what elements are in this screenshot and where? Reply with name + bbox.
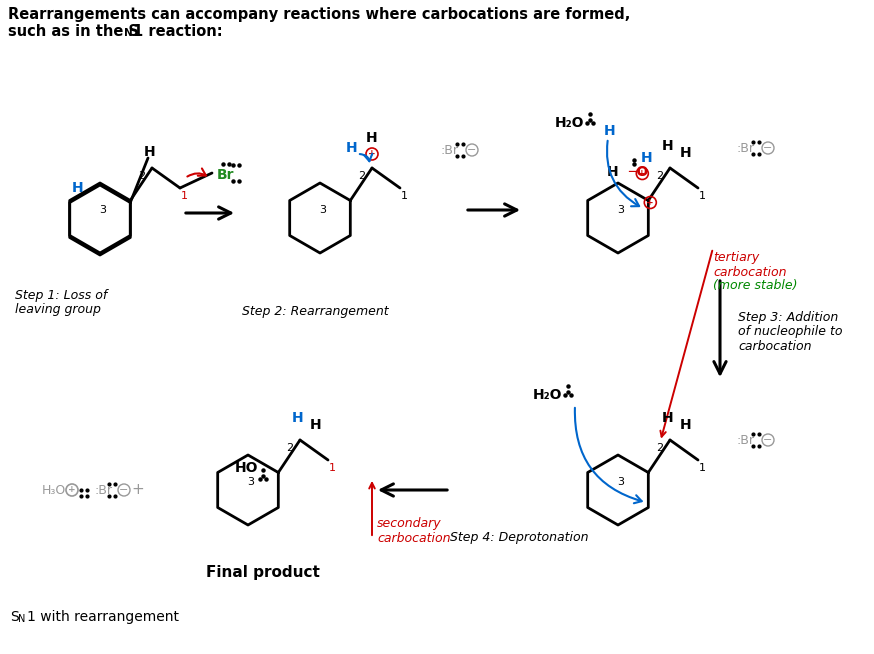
Text: N: N [124,28,133,38]
Text: +: + [68,485,76,494]
Text: 1: 1 [400,191,407,201]
Text: 2: 2 [358,171,365,181]
Text: H: H [680,146,692,160]
Text: −: − [763,143,773,153]
Text: 3: 3 [618,477,625,487]
Text: leaving group: leaving group [15,303,101,317]
Text: :Br: :Br [736,434,754,447]
Text: :Br: :Br [95,483,113,496]
Text: of nucleophile to: of nucleophile to [738,326,843,339]
Text: 1: 1 [181,191,188,201]
Text: 1: 1 [698,463,705,473]
Text: H₃O: H₃O [42,483,66,496]
Text: H: H [292,411,304,425]
Text: HO: HO [234,462,258,475]
Text: 3: 3 [618,205,625,215]
Text: H₂O: H₂O [533,388,563,402]
Text: such as in the S: such as in the S [8,24,139,39]
Text: H₂O: H₂O [555,116,585,130]
Text: −: − [763,435,773,445]
Text: 1 reaction:: 1 reaction: [133,24,223,39]
Text: 1: 1 [329,463,336,473]
Text: +: + [132,483,144,498]
Text: H: H [641,150,652,165]
Text: +: + [639,169,646,178]
Text: 1 with rearrangement: 1 with rearrangement [27,610,179,624]
Text: H: H [144,145,156,159]
Text: 2: 2 [287,443,294,453]
FancyArrowPatch shape [360,154,372,162]
Text: Step 2: Rearrangement: Step 2: Rearrangement [242,305,389,318]
Text: H: H [310,418,322,432]
Text: H: H [662,411,674,425]
Text: 2: 2 [656,443,663,453]
Text: Rearrangements can accompany reactions where carbocations are formed,: Rearrangements can accompany reactions w… [8,7,630,22]
FancyArrowPatch shape [187,169,206,177]
Text: Br: Br [218,168,235,182]
Text: carbocation: carbocation [738,339,811,353]
Text: ─O: ─O [628,165,649,179]
Text: carbocation: carbocation [713,266,787,279]
Text: H: H [662,139,674,153]
Text: Step 1: Loss of: Step 1: Loss of [15,288,108,301]
Text: 1: 1 [698,191,705,201]
Text: 2: 2 [656,171,663,181]
Text: :Br: :Br [440,143,458,156]
Text: Step 3: Addition: Step 3: Addition [738,311,838,324]
Text: carbocation: carbocation [377,532,450,545]
Text: −: − [468,145,476,155]
Text: H: H [366,131,378,145]
FancyArrowPatch shape [607,141,639,206]
Text: H: H [604,124,616,138]
Text: S: S [10,610,18,624]
Text: Final product: Final product [206,564,320,579]
Text: H: H [680,418,692,432]
Text: +: + [647,198,654,207]
Text: H: H [73,181,84,195]
Text: secondary: secondary [377,517,441,530]
Text: H: H [607,165,618,179]
FancyArrowPatch shape [575,408,642,503]
Text: 3: 3 [100,205,107,215]
Text: H: H [346,141,357,155]
Text: −: − [120,485,128,495]
Text: Step 4: Deprotonation: Step 4: Deprotonation [450,532,588,545]
Text: N: N [18,614,25,624]
Text: 2: 2 [138,171,146,181]
Text: tertiary: tertiary [713,252,760,264]
Text: 3: 3 [247,477,254,487]
Text: (more stable): (more stable) [713,279,797,292]
Text: :Br: :Br [736,141,754,154]
Text: 3: 3 [320,205,327,215]
Text: +: + [368,150,376,158]
